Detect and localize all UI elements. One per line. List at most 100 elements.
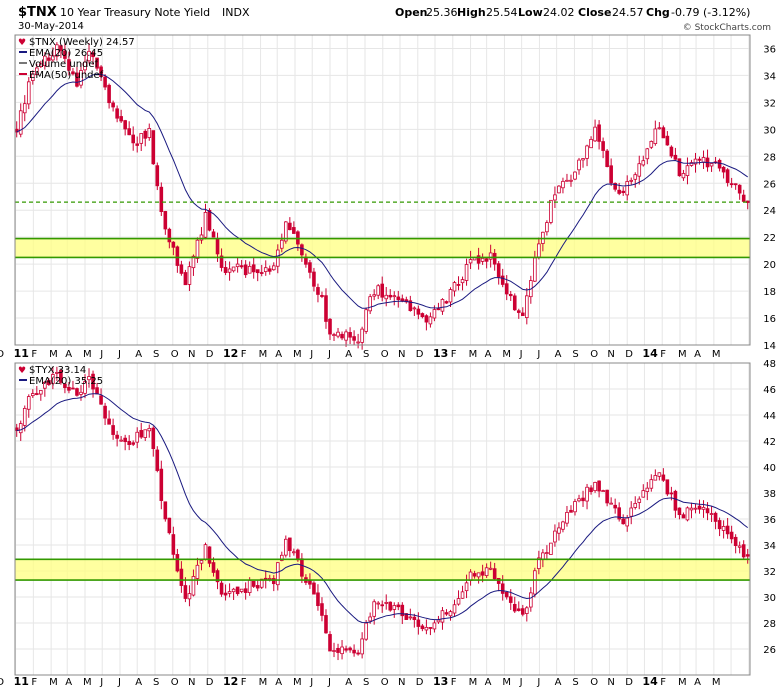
candle-body xyxy=(280,554,284,561)
x-tick-label: S xyxy=(153,349,159,360)
x-tick-label: 13 xyxy=(433,675,448,688)
candle-body xyxy=(251,264,256,273)
candle-body xyxy=(247,580,252,593)
candle-body xyxy=(733,536,738,547)
quote-low-value: 24.02 xyxy=(543,6,575,19)
legend-entry: EMA(20) 35.25 xyxy=(29,376,103,387)
header-symbol: $TNX xyxy=(18,5,57,20)
legend-swatch xyxy=(19,51,27,53)
candle-body xyxy=(376,285,380,296)
candle-body xyxy=(91,373,95,390)
candle-body xyxy=(91,52,95,58)
candle-body xyxy=(103,405,107,419)
candle-body xyxy=(569,179,573,182)
candle-body xyxy=(167,228,172,243)
candle-body xyxy=(673,154,678,160)
candle-body xyxy=(709,163,714,167)
candle-body xyxy=(223,592,228,596)
quote-open-label: Open xyxy=(395,6,428,19)
quote-close-label: Close xyxy=(578,6,611,19)
candle-body xyxy=(151,130,156,165)
candle-body xyxy=(476,255,481,264)
x-tick-label: M xyxy=(712,677,721,688)
candle-body xyxy=(577,498,581,502)
candle-body xyxy=(496,263,501,278)
tyx-panel: 26 28 30 32 34 36 38 40 42 44 46 48 ♥ $TYX 33.14EMA(… xyxy=(14,359,776,676)
x-tick-label: D xyxy=(416,677,424,688)
candle-body xyxy=(47,380,51,385)
candle-body xyxy=(621,190,625,194)
candle-body xyxy=(47,57,51,61)
candle-body xyxy=(649,141,654,148)
tnx-ema20-line xyxy=(16,73,748,309)
y-tick-label: 32 xyxy=(763,567,776,578)
candle-body xyxy=(504,591,509,598)
candle-body xyxy=(496,577,501,584)
x-tick-label: D xyxy=(625,677,633,688)
x-tick-label: 13 xyxy=(433,347,448,360)
candle-body xyxy=(577,159,581,171)
x-tick-label: J xyxy=(99,349,103,360)
candle-body xyxy=(63,50,67,59)
x-tick-label: 12 xyxy=(223,675,238,688)
quote-low-label: Low xyxy=(518,6,543,19)
candle-body xyxy=(51,374,55,384)
y-tick-label: 26 xyxy=(763,645,776,656)
candle-body xyxy=(115,108,119,119)
x-tick-label: M xyxy=(502,349,511,360)
candle-body xyxy=(243,588,248,593)
candle-body xyxy=(340,333,344,339)
candle-body xyxy=(432,309,437,319)
y-tick-label: 36 xyxy=(763,44,776,55)
candle-body xyxy=(737,545,742,548)
candle-body xyxy=(87,376,91,381)
x-tick-label: M xyxy=(678,677,687,688)
candle-body xyxy=(55,372,59,374)
candle-body xyxy=(139,133,144,144)
candle-body xyxy=(328,634,332,652)
y-tick-label: 46 xyxy=(763,385,776,396)
candle-body xyxy=(159,186,164,213)
candle-body xyxy=(348,647,352,651)
tyx-candles xyxy=(14,366,750,661)
candle-body xyxy=(239,265,244,268)
candle-body xyxy=(456,284,461,286)
candle-body xyxy=(729,531,734,540)
candle-body xyxy=(83,381,87,394)
x-tick-label: F xyxy=(31,677,37,688)
x-tick-label: S xyxy=(572,677,578,688)
candle-body xyxy=(581,158,585,161)
x-tick-label: O xyxy=(381,349,389,360)
candle-body xyxy=(147,427,152,432)
candle-body xyxy=(697,158,702,161)
x-tick-label: A xyxy=(345,349,352,360)
candle-body xyxy=(191,255,196,269)
candle-body xyxy=(557,185,561,194)
support-band-fill xyxy=(15,238,750,258)
x-tick-label: O xyxy=(381,677,389,688)
candle-body xyxy=(324,295,328,322)
candle-body xyxy=(215,238,220,255)
candle-body xyxy=(227,268,232,273)
candle-body xyxy=(119,439,123,442)
x-tick-label: N xyxy=(188,677,195,688)
candle-body xyxy=(492,252,497,265)
candle-body xyxy=(444,301,449,304)
candle-body xyxy=(308,262,312,273)
candle-body xyxy=(537,557,541,569)
candle-body xyxy=(525,607,529,614)
candle-body xyxy=(693,158,698,165)
candle-body xyxy=(693,507,698,510)
x-tick-label: J xyxy=(519,349,523,360)
candle-body xyxy=(733,183,738,186)
candle-body xyxy=(35,393,39,395)
candle-body xyxy=(22,407,27,426)
candle-body xyxy=(561,521,565,530)
candle-body xyxy=(436,308,441,311)
candle-body xyxy=(308,580,312,585)
candle-body xyxy=(440,610,445,623)
candle-body xyxy=(488,567,493,570)
candle-body xyxy=(468,259,473,264)
candle-body xyxy=(605,150,609,168)
candle-body xyxy=(288,222,292,231)
